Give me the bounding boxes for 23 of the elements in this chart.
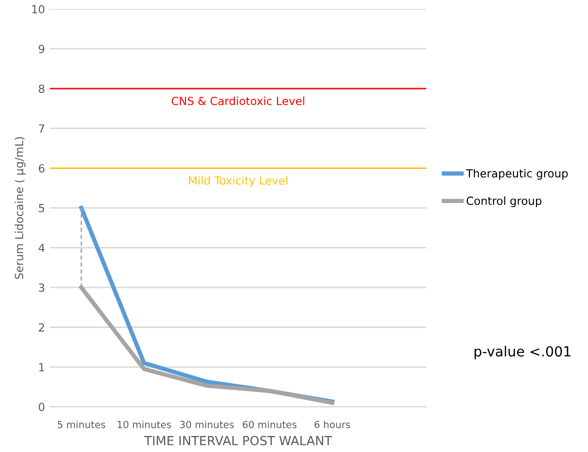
y-tick-label: 0 [38, 402, 44, 412]
x-tick-label: 60 minutes [242, 420, 296, 428]
y-tick-label: 5 [38, 204, 44, 212]
y-tick-label: 2 [38, 323, 44, 332]
legend-label: Therapeutic group [466, 168, 568, 180]
y-tick-label: 3 [38, 283, 44, 292]
x-tick-label: 5 minutes [58, 420, 106, 428]
y-tick-label: 8 [38, 84, 44, 93]
x-tick-label: 6 hours [314, 420, 350, 428]
y-tick-label: 6 [38, 164, 44, 173]
ref-line-label: CNS & Cardiotoxic Level [172, 96, 304, 106]
y-tick-label: 9 [38, 44, 44, 54]
y-tick-label: 1 [39, 363, 44, 372]
x-tick-label: 10 minutes [118, 420, 171, 428]
y-tick-label: 4 [38, 244, 44, 252]
y-tick-label: 10 [32, 5, 44, 14]
x-axis-title: TIME INTERVAL POST WALANT [144, 436, 332, 446]
ref-line-label: Mild Toxicity Level [189, 176, 288, 187]
legend-label: Control group [466, 196, 542, 208]
text: p-value <.001 [474, 346, 570, 360]
y-tick-label: 7 [38, 124, 44, 133]
y-axis-title: Serum Lidocaine ( µg/mL) [14, 137, 26, 279]
x-tick-label: 30 minutes [180, 420, 234, 428]
